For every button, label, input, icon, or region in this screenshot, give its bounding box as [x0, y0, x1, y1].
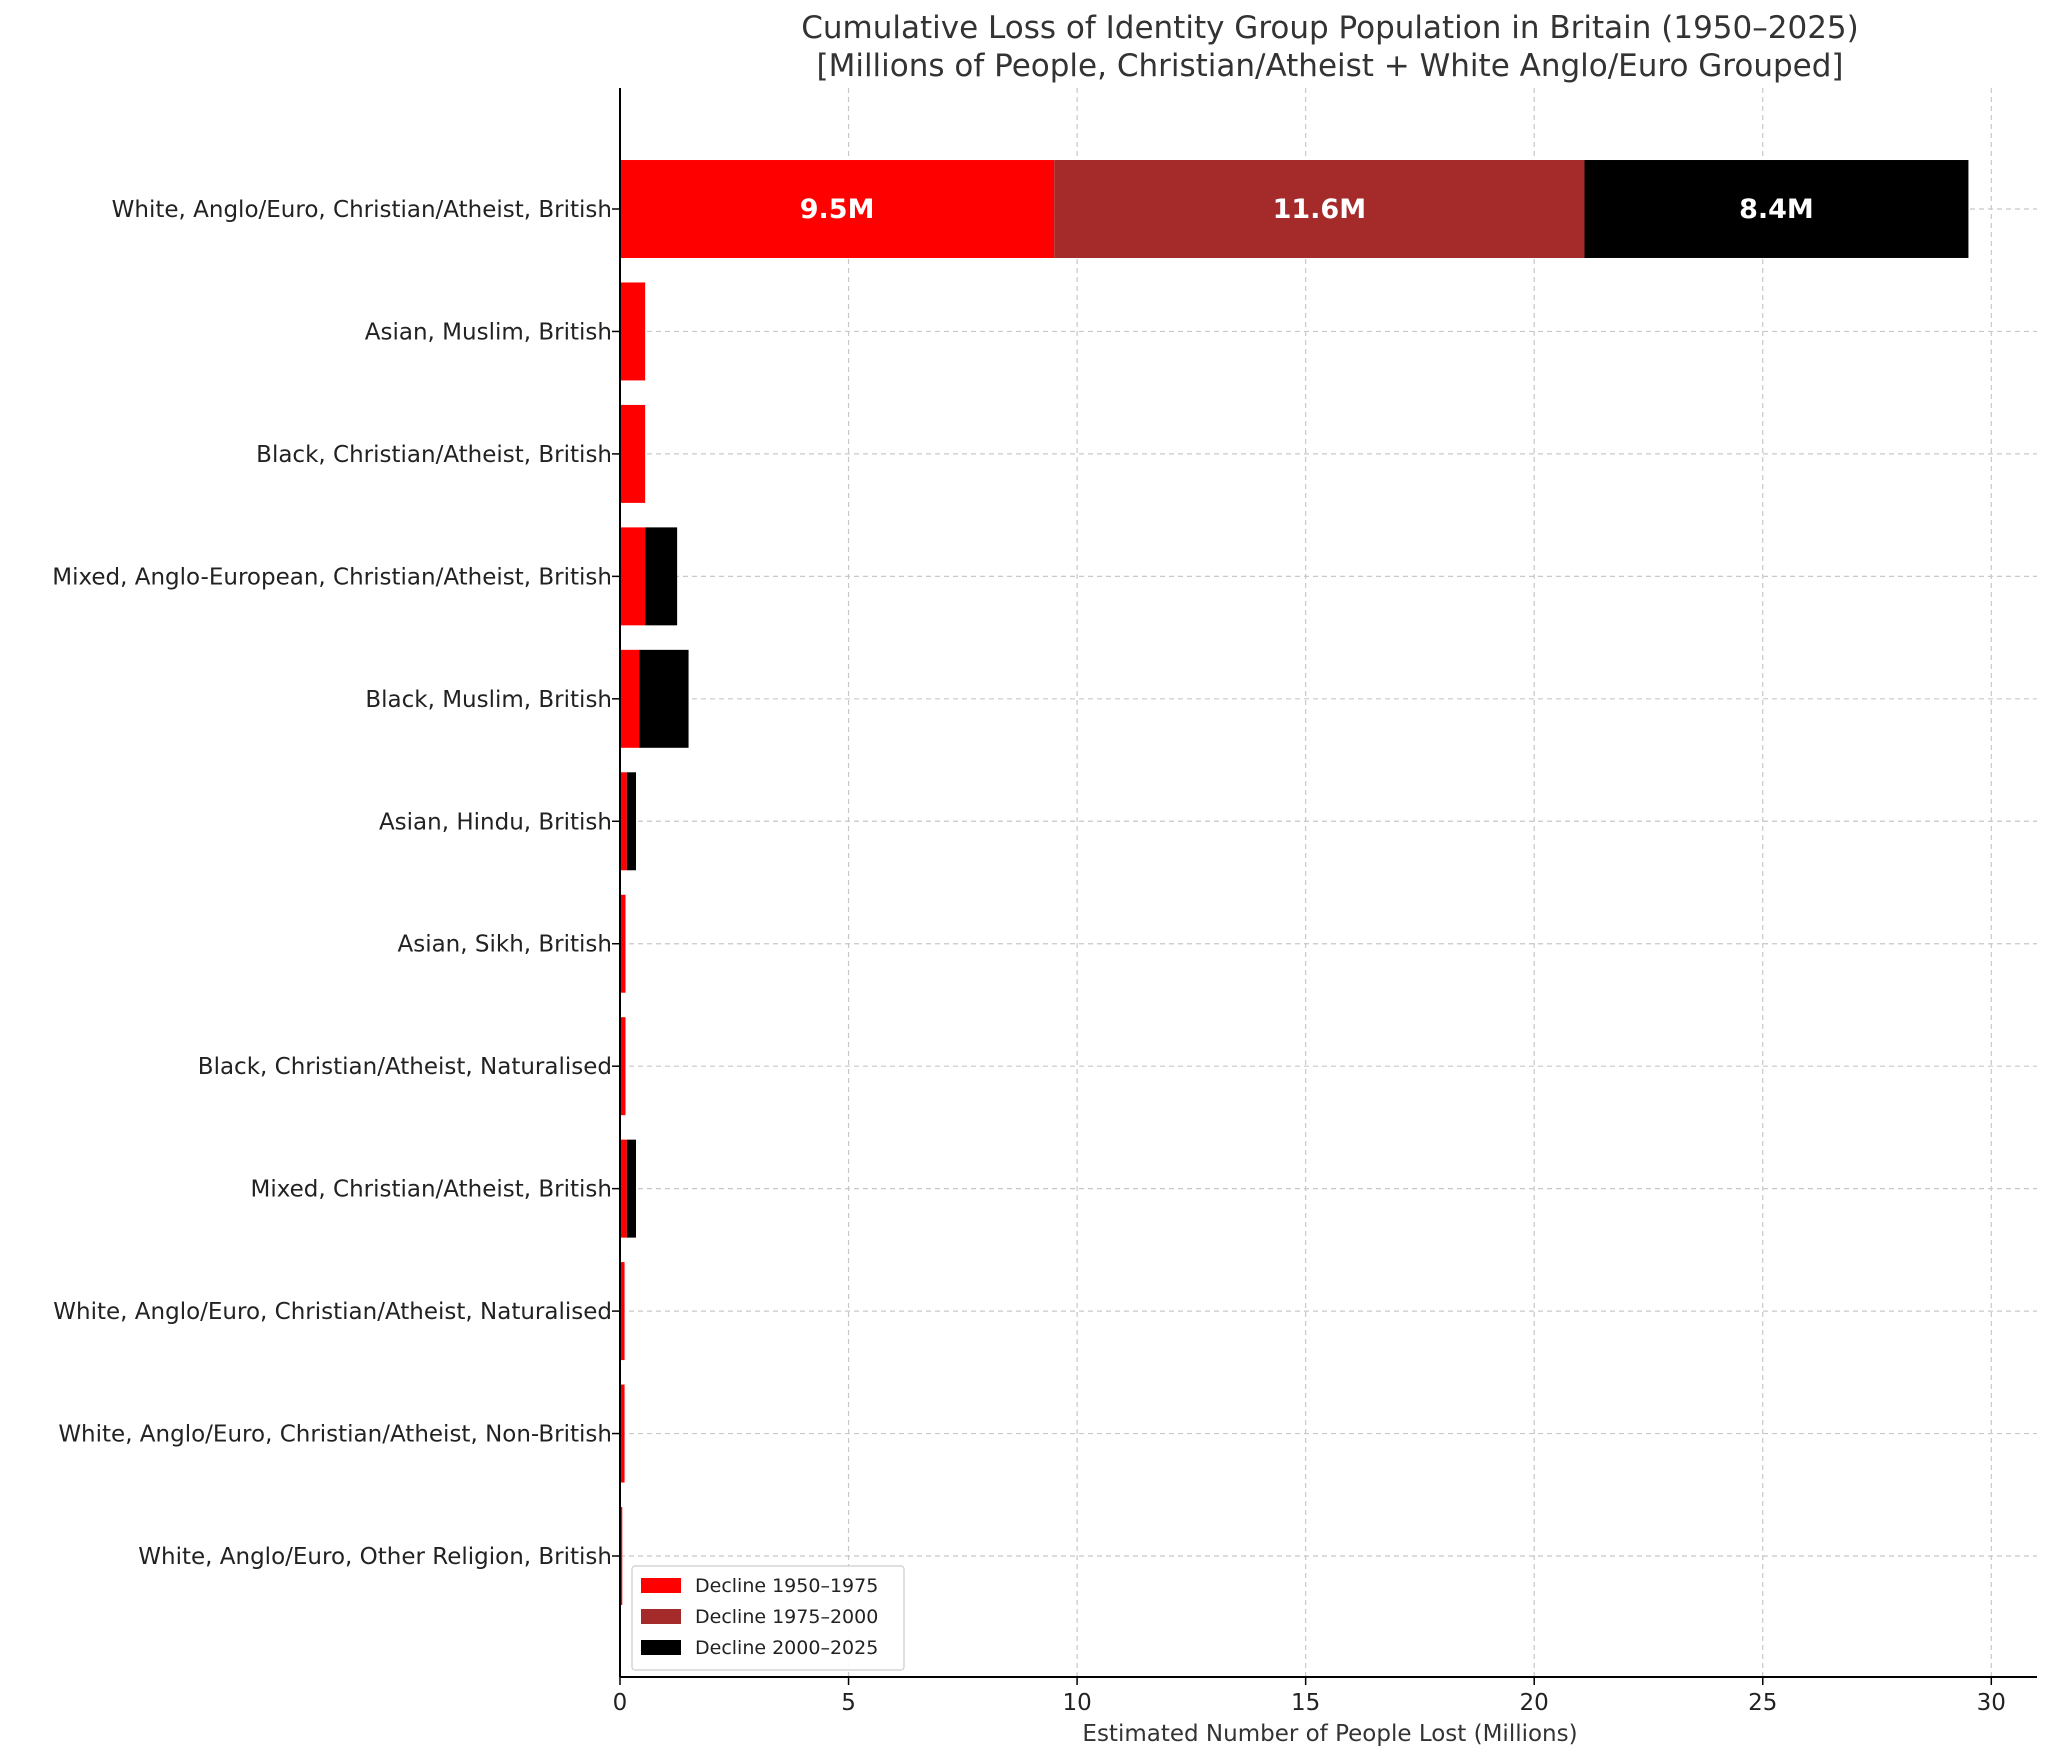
bar-10-series-1: [620, 1262, 625, 1361]
y-tick-label: Mixed, Christian/Atheist, British: [251, 1177, 613, 1203]
y-tick-label: Asian, Hindu, British: [379, 809, 612, 835]
bar-5-series-1: [620, 649, 640, 748]
legend-swatch: [641, 1640, 681, 1655]
bar-12-series-1: [620, 1507, 623, 1605]
legend-entry: Decline 1950–1975: [695, 1575, 878, 1597]
x-tick-label: 0: [613, 1690, 628, 1716]
bar-4-series-1: [620, 527, 646, 626]
bar-8-series-1: [620, 1017, 626, 1116]
y-tick-label: White, Anglo/Euro, Other Religion, Briti…: [138, 1544, 612, 1570]
legend-box: [631, 1565, 905, 1671]
y-tick-label: Black, Muslim, British: [365, 687, 612, 713]
legend-entry: Decline 1975–2000: [695, 1606, 878, 1628]
y-tick-label: White, Anglo/Euro, Christian/Atheist, Br…: [112, 197, 612, 223]
x-tick-label: 10: [1062, 1690, 1091, 1716]
x-tick-label: 15: [1291, 1690, 1320, 1716]
y-tick-label: Mixed, Anglo-European, Christian/Atheist…: [52, 564, 612, 590]
grid: [619, 88, 2037, 1677]
bar-4-series-3: [645, 527, 678, 626]
bar-7-series-1: [620, 894, 626, 993]
bar-2-series-1: [620, 282, 646, 381]
bar-5-series-3: [639, 649, 689, 748]
y-tick-label: White, Anglo/Euro, Christian/Atheist, No…: [58, 1422, 612, 1448]
data-label: 8.4M: [1739, 194, 1814, 225]
legend-entry: Decline 2000–2025: [695, 1637, 878, 1659]
x-axis-label: Estimated Number of People Lost (Million…: [1082, 1721, 1577, 1747]
bar-1-series-3: [1584, 160, 1969, 258]
bar-6-series-1: [620, 772, 627, 871]
tick-labels: 0 5 10 15 20 25 30 White, Anglo/Euro, Christian…: [52, 197, 2006, 1716]
data-label: 11.6M: [1273, 194, 1367, 225]
bar-1-series-1: [620, 160, 1055, 258]
chart-title-line2: [Millions of People, Christian/Atheist +…: [816, 48, 1843, 84]
bar-9-series-1: [620, 1139, 627, 1238]
data-labels: 9.5M 11.6M 8.4M: [800, 194, 1814, 225]
bar-1-series-2: [1054, 160, 1585, 258]
y-tick-label: Black, Christian/Atheist, Naturalised: [198, 1054, 612, 1080]
data-label: 9.5M: [800, 194, 875, 225]
y-tick-label: Black, Christian/Atheist, British: [256, 442, 612, 468]
y-tick-label: Asian, Muslim, British: [365, 319, 612, 345]
bar-3-series-1: [620, 404, 646, 503]
x-tick-label: 25: [1748, 1690, 1777, 1716]
bar-6-series-3: [626, 772, 636, 871]
axes: [612, 88, 2037, 1685]
chart-title-line1: Cumulative Loss of Identity Group Popula…: [801, 10, 1858, 46]
legend-swatch: [641, 1578, 681, 1593]
legend: Decline 1950–1975 Decline 1975–2000 Declin…: [631, 1565, 905, 1671]
x-tick-label: 20: [1520, 1690, 1549, 1716]
y-tick-label: White, Anglo/Euro, Christian/Atheist, Na…: [53, 1299, 612, 1325]
legend-swatch: [641, 1609, 681, 1624]
bar-9-series-3: [626, 1139, 636, 1238]
bar-11-series-1: [620, 1384, 625, 1483]
x-tick-label: 30: [1977, 1690, 2006, 1716]
y-tick-label: Asian, Sikh, British: [397, 932, 612, 958]
bars: [620, 160, 1969, 1605]
x-tick-label: 5: [841, 1690, 856, 1716]
